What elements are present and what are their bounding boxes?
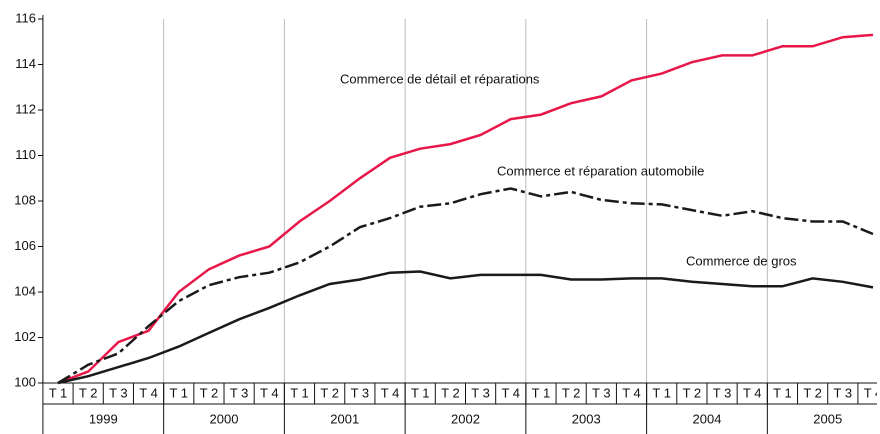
x-tick-label: T 1: [532, 385, 551, 400]
x-tick-label: T 2: [441, 385, 460, 400]
year-label: 2000: [210, 411, 239, 426]
y-tick-label: 114: [15, 56, 36, 71]
x-tick-label: T 1: [773, 385, 792, 400]
plot: 1999 2000 2001 2002 2003 2004 2005 100 102 104 106…: [14, 10, 880, 434]
y-tick-label: 110: [15, 147, 36, 162]
x-tick-label: T 3: [109, 385, 128, 400]
x-tick-label: T 4: [501, 385, 520, 400]
x-tick-label: T 4: [260, 385, 279, 400]
x-tick-label: T 2: [320, 385, 339, 400]
x-tick-label: T 4: [139, 385, 158, 400]
x-tick-label: T 1: [49, 385, 68, 400]
year-label: 2005: [813, 411, 842, 426]
series-line: [57, 270, 874, 385]
x-tick-label: T 3: [713, 385, 732, 400]
x-tick-label: T 2: [803, 385, 822, 400]
year-label: 2004: [693, 411, 722, 426]
series-line: [57, 33, 874, 385]
x-tick-label: T 2: [562, 385, 581, 400]
y-tick-label: 106: [14, 238, 36, 253]
x-tick-label: T 4: [864, 385, 880, 400]
x-tick-label: T 3: [592, 385, 611, 400]
series-label: Commerce de détail et réparations: [340, 71, 540, 86]
x-tick-label: T 2: [200, 385, 219, 400]
x-tick-label: T 3: [471, 385, 490, 400]
x-tick-label: T 3: [351, 385, 370, 400]
x-tick-label: T 4: [622, 385, 641, 400]
year-label: 2001: [330, 411, 359, 426]
y-tick-label: 100: [14, 374, 36, 389]
y-tick-label: 102: [14, 329, 36, 344]
x-tick-label: T 1: [411, 385, 430, 400]
year-label: 2003: [572, 411, 601, 426]
x-tick-label: T 1: [169, 385, 188, 400]
series-label: Commerce de gros: [686, 253, 797, 268]
x-tick-label: T 1: [652, 385, 671, 400]
year-label: 1999: [89, 411, 118, 426]
x-tick-label: T 2: [79, 385, 98, 400]
x-tick-label: T 3: [230, 385, 249, 400]
series-line: [57, 187, 874, 385]
y-tick-label: 108: [14, 192, 36, 207]
y-tick-label: 112: [15, 101, 36, 116]
x-tick-label: T 2: [683, 385, 702, 400]
x-tick-label: T 3: [834, 385, 853, 400]
x-tick-label: T 4: [743, 385, 762, 400]
year-label: 2002: [451, 411, 480, 426]
x-tick-label: T 1: [290, 385, 309, 400]
x-tick-label: T 4: [381, 385, 400, 400]
series-label: Commerce et réparation automobile: [497, 163, 704, 178]
y-tick-label: 104: [14, 283, 36, 298]
y-tick-label: 116: [15, 10, 36, 25]
